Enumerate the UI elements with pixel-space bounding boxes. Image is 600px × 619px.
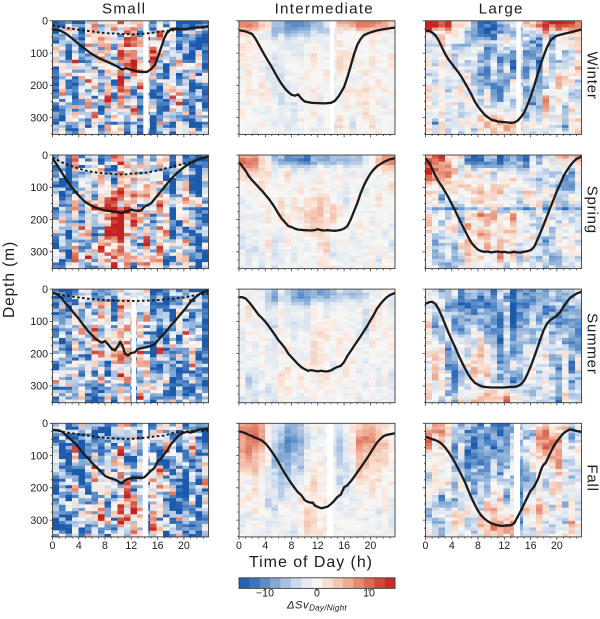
svg-text:12: 12 (498, 540, 510, 552)
svg-text:0: 0 (42, 284, 48, 296)
svg-text:Winter: Winter (584, 52, 600, 100)
svg-text:20: 20 (365, 540, 377, 552)
svg-text:200: 200 (30, 214, 48, 226)
svg-text:Large: Large (479, 1, 524, 18)
svg-text:16: 16 (152, 540, 164, 552)
svg-text:8: 8 (102, 540, 108, 552)
svg-text:8: 8 (289, 540, 295, 552)
svg-text:Intermediate: Intermediate (275, 1, 374, 18)
svg-text:0: 0 (42, 16, 48, 28)
svg-text:200: 200 (30, 483, 48, 495)
svg-text:100: 100 (30, 450, 48, 462)
svg-text:Small: Small (102, 1, 146, 18)
svg-text:0: 0 (42, 418, 48, 430)
svg-text:Fall: Fall (584, 464, 600, 491)
svg-text:4: 4 (262, 540, 268, 552)
svg-text:300: 300 (30, 112, 48, 124)
svg-text:Spring: Spring (584, 186, 600, 234)
svg-text:0: 0 (314, 588, 320, 600)
svg-text:300: 300 (30, 247, 48, 259)
svg-text:8: 8 (475, 540, 481, 552)
svg-text:10: 10 (363, 588, 375, 600)
svg-text:0: 0 (236, 540, 242, 552)
svg-text:16: 16 (525, 540, 537, 552)
svg-text:12: 12 (125, 540, 137, 552)
svg-text:0: 0 (50, 540, 56, 552)
svg-text:Summer: Summer (584, 313, 600, 374)
svg-text:200: 200 (30, 80, 48, 92)
svg-text:0: 0 (42, 150, 48, 162)
svg-text:300: 300 (30, 515, 48, 527)
svg-text:20: 20 (178, 540, 190, 552)
svg-text:−10: −10 (256, 588, 274, 600)
svg-text:Depth (m): Depth (m) (1, 241, 18, 318)
svg-text:100: 100 (30, 48, 48, 60)
svg-text:20: 20 (551, 540, 563, 552)
svg-text:16: 16 (338, 540, 350, 552)
svg-text:0: 0 (423, 540, 429, 552)
svg-text:300: 300 (30, 381, 48, 393)
svg-text:12: 12 (312, 540, 324, 552)
svg-text:4: 4 (76, 540, 82, 552)
svg-text:100: 100 (30, 182, 48, 194)
svg-text:Time of Day (h): Time of Day (h) (249, 554, 373, 571)
svg-text:200: 200 (30, 348, 48, 360)
svg-text:4: 4 (449, 540, 455, 552)
svg-text:100: 100 (30, 316, 48, 328)
